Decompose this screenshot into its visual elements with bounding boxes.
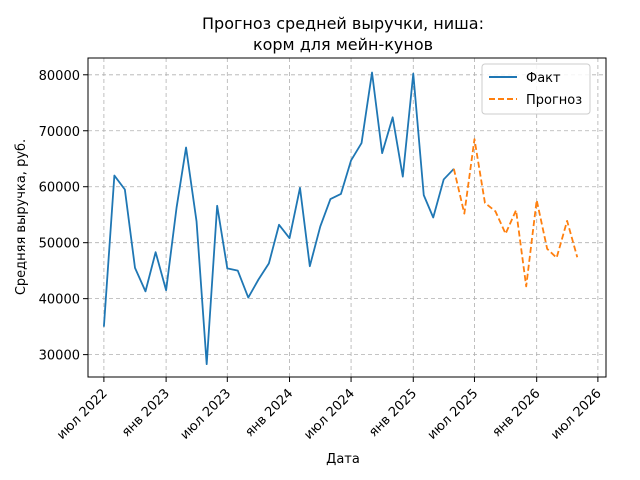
y-axis-label: Средняя выручка, руб. [14,139,29,295]
grid [88,58,606,377]
y-axis: 30000 40000 50000 60000 70000 80000 [39,69,88,364]
y-tick-label: 70000 [39,125,80,140]
y-tick-label: 30000 [39,349,80,364]
y-tick-label: 50000 [39,237,80,252]
series-forecast-line [452,138,579,288]
legend-forecast-label: Прогноз [526,93,582,108]
y-tick-label: 80000 [39,69,80,84]
series-layer [102,71,579,366]
legend-fact-label: Факт [526,71,561,86]
y-tick-label: 40000 [39,293,80,308]
y-tick-label: 60000 [39,181,80,196]
x-axis-label: Дата [326,452,360,467]
chart-title-line-2: корм для мейн-кунов [253,35,433,54]
plot-frame [87,57,607,378]
series-fact-line [102,71,455,366]
legend: Факт Прогноз [481,63,591,115]
chart-title-line-1: Прогноз средней выручки, ниша: [202,14,484,33]
